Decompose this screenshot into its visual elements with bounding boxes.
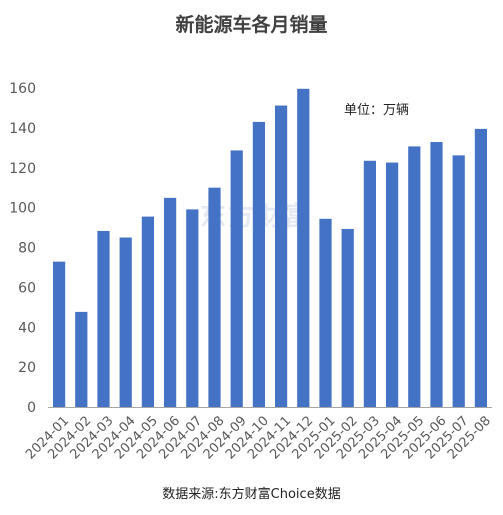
- y-tick-label: 40: [18, 320, 36, 336]
- bar: [252, 121, 266, 408]
- bar: [186, 209, 199, 407]
- bar: [408, 146, 421, 407]
- bar: [163, 197, 177, 407]
- bar: [208, 187, 221, 407]
- bar: [274, 105, 288, 408]
- bar: [141, 216, 155, 407]
- bar: [319, 218, 332, 407]
- bar: [474, 128, 488, 407]
- y-tick-label: 160: [9, 81, 36, 97]
- bar: [341, 228, 354, 407]
- bar: [52, 261, 66, 407]
- bar: [430, 142, 443, 407]
- bar: [230, 150, 243, 408]
- bar: [385, 162, 399, 407]
- y-tick-label: 80: [18, 241, 36, 257]
- bar: [119, 237, 132, 407]
- chart-title: 新能源车各月销量: [175, 14, 328, 36]
- bar: [363, 160, 377, 407]
- y-tick-label: 140: [9, 121, 36, 137]
- bar: [452, 155, 465, 407]
- y-tick-label: 100: [9, 201, 36, 217]
- source-label: 数据来源:东方财富Choice数据: [162, 487, 341, 502]
- y-tick-label: 20: [18, 360, 36, 376]
- y-tick-label: 60: [18, 280, 36, 296]
- y-tick-label: 0: [27, 400, 36, 416]
- y-tick-label: 120: [9, 161, 36, 177]
- bar: [75, 311, 88, 407]
- unit-label: 单位：万辆: [344, 103, 410, 118]
- bar: [97, 230, 110, 407]
- bar: [297, 88, 310, 408]
